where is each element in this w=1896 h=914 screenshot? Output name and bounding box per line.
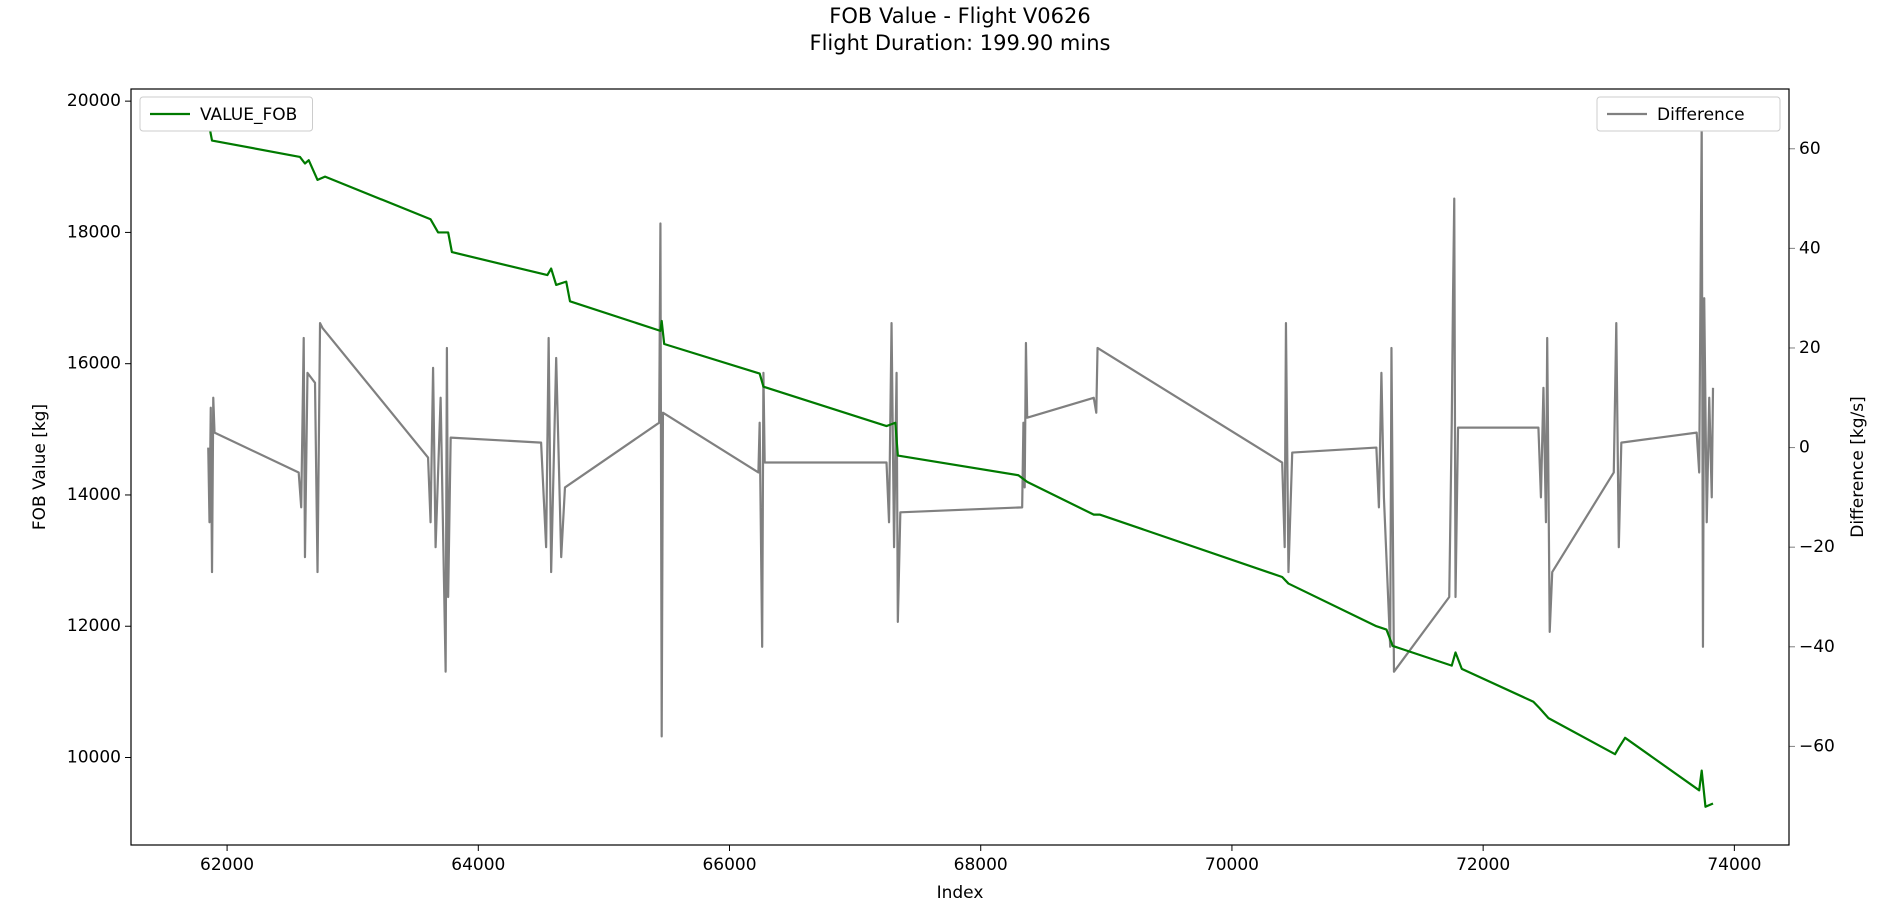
y2-tick-label: 20 (1799, 338, 1821, 358)
legend: VALUE_FOB (139, 96, 313, 132)
y2-tick-label: −40 (1799, 637, 1835, 657)
data-line (207, 120, 1714, 808)
legend-box (139, 96, 313, 132)
x-tick-label: 72000 (1456, 855, 1510, 875)
y-tick-label: 20000 (67, 91, 121, 111)
x-axis-label: Index (937, 883, 984, 903)
y-tick-label: 18000 (67, 222, 121, 242)
chart-title: FOB Value - Flight V0626 (829, 4, 1090, 28)
chart-subtitle: Flight Duration: 199.90 mins (810, 31, 1111, 55)
y-axis-label: FOB Value [kg] (30, 404, 50, 530)
y2-tick-label: 60 (1799, 139, 1821, 159)
x-tick-label: 68000 (954, 855, 1008, 875)
x-tick-label: 64000 (451, 855, 505, 875)
y2-tick-label: 0 (1799, 438, 1810, 458)
y-tick-label: 14000 (67, 485, 121, 505)
data-line (207, 122, 1715, 738)
legend-label: Difference (1657, 105, 1745, 125)
legend-label: VALUE_FOB (200, 105, 297, 125)
x-tick-label: 66000 (702, 855, 756, 875)
y2-tick-label: −20 (1799, 537, 1835, 557)
x-tick-label: 62000 (200, 855, 254, 875)
x-tick-label: 70000 (1205, 855, 1259, 875)
y2-axis-label: Difference [kg/s] (1848, 396, 1868, 538)
plot-frame (130, 88, 1790, 846)
legend-box (1596, 96, 1781, 132)
legend: Difference (1596, 96, 1781, 132)
y-tick-label: 16000 (67, 354, 121, 374)
x-tick-label: 74000 (1707, 855, 1761, 875)
y2-tick-label: 40 (1799, 238, 1821, 258)
y-tick-label: 12000 (67, 616, 121, 636)
y2-tick-label: −60 (1799, 736, 1835, 756)
y-tick-label: 10000 (67, 748, 121, 768)
